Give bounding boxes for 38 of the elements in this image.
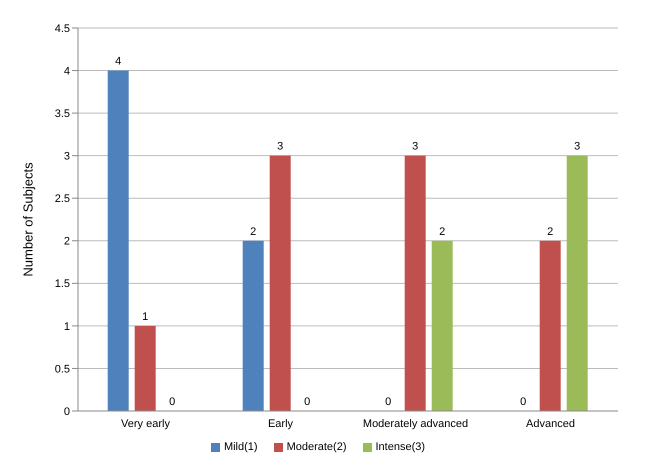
y-tick-label: 1.5 [54,278,70,290]
y-tick-label: 0.5 [54,363,70,376]
bar [432,240,453,411]
y-tick-label: 0 [64,406,70,418]
y-tick-label: 2.5 [54,193,70,206]
data-label: 3 [574,140,580,153]
bar [566,156,588,411]
data-label: 0 [385,396,392,408]
data-label: 0 [169,396,176,408]
y-tick-label: 3 [64,150,70,163]
y-tick-label: 2 [64,236,70,248]
data-label: 3 [412,140,418,153]
y-tick-label: 1 [64,320,70,333]
data-label: 2 [250,226,256,238]
y-tick-label: 3.5 [54,108,70,120]
data-label: 0 [520,396,526,408]
x-tick-label: Moderately advanced [362,418,468,430]
bar [242,240,264,411]
bar [134,326,156,411]
legend-label: Intense(3) [376,441,426,453]
bar [108,70,129,411]
legend-label: Mild(1) [224,441,258,453]
data-label: 2 [439,226,446,238]
bar [540,240,561,411]
legend-label: Moderate(2) [286,441,346,453]
data-label: 2 [547,226,554,238]
y-tick-label: 4.5 [54,22,70,35]
x-tick-label: Advanced [526,418,575,430]
data-label: 0 [304,396,310,408]
bar [404,156,426,411]
bar [270,156,291,411]
data-label: 1 [142,310,148,323]
data-label: 3 [277,140,284,153]
x-tick-label: Very early [121,418,170,430]
data-label: 4 [115,56,122,68]
x-tick-label: Early [268,418,294,430]
y-tick-label: 4 [64,65,70,78]
y-axis-title: Number of Subjects [20,162,36,277]
